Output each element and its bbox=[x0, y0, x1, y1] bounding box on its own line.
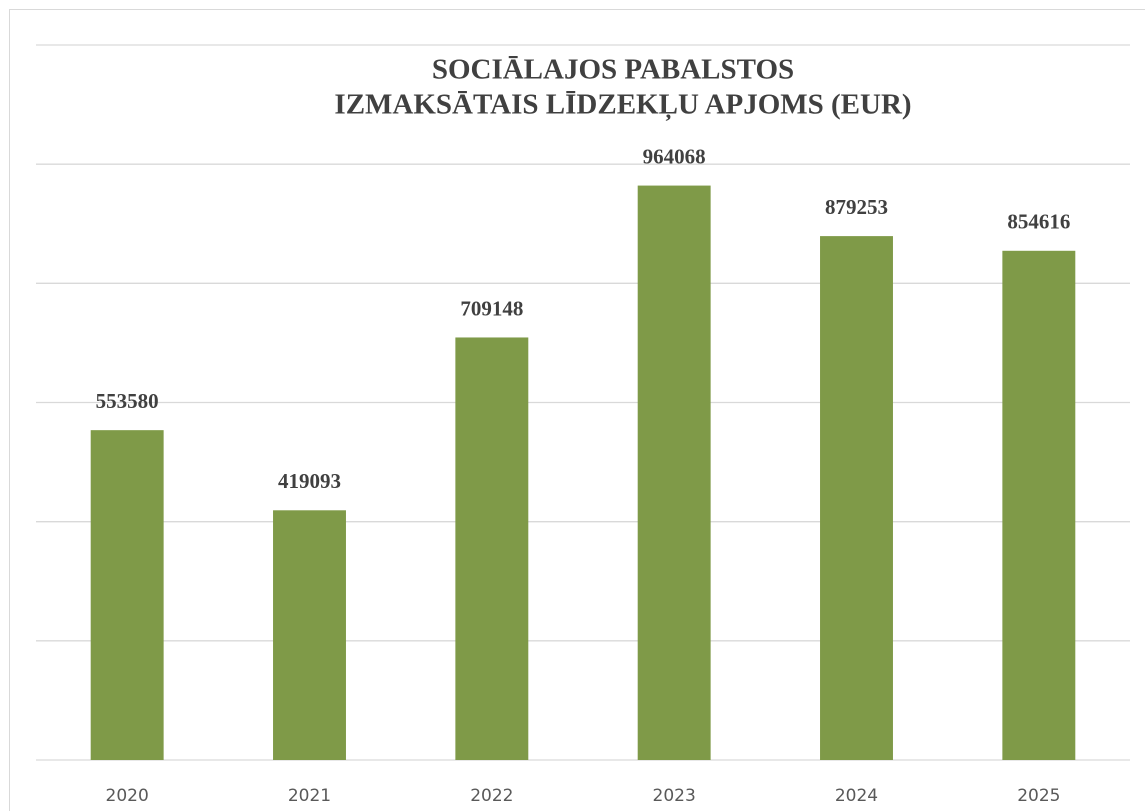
x-tick-label: 2024 bbox=[835, 786, 878, 806]
data-label: 854616 bbox=[1007, 210, 1070, 234]
bar bbox=[455, 337, 529, 760]
bar bbox=[273, 510, 346, 760]
chart-title: SOCIĀLAJOS PABALSTOS bbox=[432, 54, 794, 86]
data-label: 709148 bbox=[460, 296, 523, 320]
chart-frame bbox=[9, 9, 1145, 811]
data-label: 964068 bbox=[643, 144, 706, 168]
x-tick-label: 2020 bbox=[106, 786, 149, 806]
x-tick-label: 2023 bbox=[653, 786, 696, 806]
x-tick-label: 2025 bbox=[1017, 786, 1060, 806]
chart-title: IZMAKSĀTAIS LĪDZEKĻU APJOMS (EUR) bbox=[334, 89, 911, 122]
bar bbox=[90, 430, 164, 760]
bar bbox=[1002, 250, 1076, 760]
bar bbox=[820, 236, 893, 760]
x-tick-label: 2021 bbox=[288, 786, 331, 806]
data-label: 879253 bbox=[825, 195, 888, 219]
data-label: 419093 bbox=[278, 469, 341, 493]
x-tick-label: 2022 bbox=[470, 786, 513, 806]
bar bbox=[637, 185, 711, 760]
data-label: 553580 bbox=[96, 389, 159, 413]
